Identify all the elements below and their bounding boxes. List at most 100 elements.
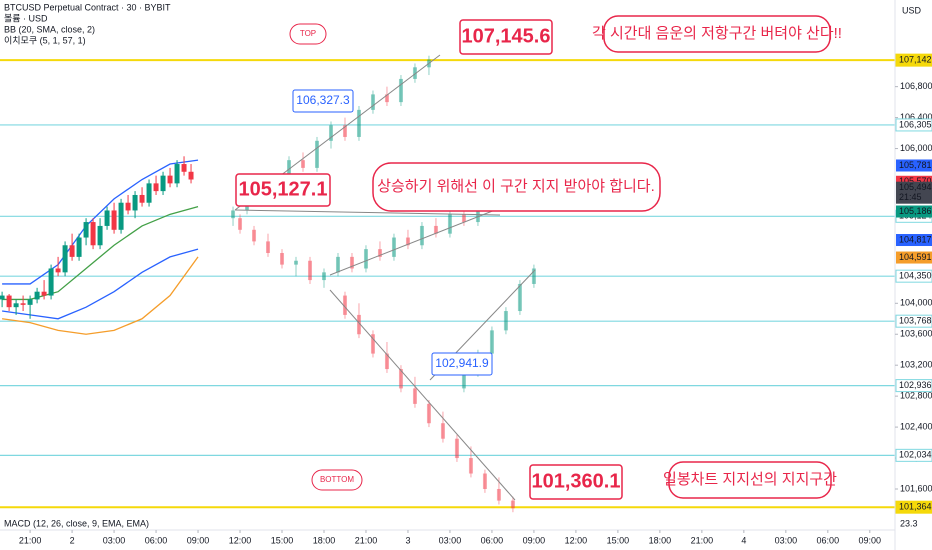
y-tick-label: 104,000.0 [900, 298, 932, 308]
price-badge-label: 105,570.6 [899, 176, 932, 186]
candle-body [398, 369, 403, 389]
price-badge-label: 105,494.1 [899, 182, 932, 192]
note-box [372, 162, 661, 212]
price-badge-label: 104,591.4 [899, 252, 932, 262]
legend-line: 볼륨 · USD [4, 13, 48, 23]
x-tick-label: 03:00 [103, 535, 126, 545]
candle-body [433, 225, 438, 234]
level-label: 102,034.9 [899, 450, 932, 460]
trend-line [234, 209, 501, 216]
candle-body [496, 488, 501, 501]
legend-line: 이치모쿠 (5, 1, 57, 1) [4, 34, 86, 45]
x-tick-label: 21:00 [355, 535, 378, 545]
candle-body [377, 249, 382, 257]
candle-body [384, 94, 389, 103]
candle-body [104, 210, 110, 226]
candle-body [111, 210, 117, 230]
candle-body [363, 249, 368, 269]
price-badge-label: 105,781.1 [899, 160, 932, 170]
candle-body [231, 210, 236, 219]
x-tick-label: 2 [70, 535, 75, 545]
candle-body [489, 330, 494, 354]
candle-body [328, 125, 333, 141]
indicator-line [2, 256, 199, 335]
candle-body [76, 237, 82, 257]
price-badge [896, 251, 932, 264]
level-label: 104,350.6 [899, 271, 932, 281]
candle-body [356, 109, 361, 137]
candle-body [13, 303, 19, 308]
level-label: 102,936.2 [899, 380, 932, 390]
candle-body [252, 229, 257, 242]
x-tick-label: 12:00 [229, 535, 252, 545]
candle-body [125, 202, 131, 211]
candle-body [0, 295, 5, 300]
level-badge [895, 314, 932, 328]
candle-body [342, 295, 347, 315]
indicator-line [2, 159, 199, 285]
candle-body [461, 372, 466, 389]
x-tick-label: 09:00 [187, 535, 210, 545]
x-tick-label: 03:00 [439, 535, 462, 545]
candle-body [280, 253, 285, 265]
pane-title: MACD (12, 26, close, 9, EMA, EMA) [4, 518, 149, 528]
level-badge [895, 448, 932, 462]
note: 일봉차트 지지선의 지지구간 [663, 471, 837, 488]
candle-body [90, 222, 96, 246]
x-tick-label: 21:00 [19, 535, 42, 545]
price-callout-box [529, 464, 623, 500]
level-label: 107,142.7 [899, 55, 932, 65]
candle-body [287, 160, 292, 180]
price-badge [896, 159, 932, 172]
candle-body [132, 194, 138, 211]
candle-body [139, 194, 145, 203]
candle-body [426, 403, 431, 424]
price-callout-box [235, 173, 331, 207]
note-box [603, 15, 831, 53]
candle-body [69, 245, 75, 257]
candle-body [517, 283, 522, 312]
y-tick-label: 102,400.0 [900, 421, 932, 431]
candle-body [27, 299, 33, 305]
candle-body [97, 225, 103, 246]
y-tick-label: 106,000.0 [900, 143, 932, 153]
candle-body [510, 500, 515, 509]
x-tick-label: 18:00 [313, 535, 336, 545]
note-box [668, 461, 832, 499]
candle-body [384, 353, 389, 370]
candle-body [349, 256, 354, 269]
candle-body [503, 311, 508, 331]
y-tick-label: 102,800.0 [900, 391, 932, 401]
candle-body [188, 171, 194, 180]
candle-body [468, 458, 473, 474]
x-tick-label: 06:00 [481, 535, 504, 545]
y-tick-label: 103,600.0 [900, 329, 932, 339]
candle-body [447, 214, 452, 234]
candle-body [83, 222, 89, 238]
x-tick-label: 09:00 [859, 535, 882, 545]
countdown: 21:45 [899, 192, 922, 202]
candle-body [41, 291, 47, 296]
candle-body [398, 78, 403, 103]
level-label: 101,364.8 [899, 502, 932, 512]
candle-body [62, 245, 68, 273]
tag-box [311, 469, 363, 491]
candle-body [6, 295, 12, 308]
level-badge [895, 379, 932, 393]
price-callout: 105,127.1 [239, 178, 328, 200]
x-tick-label: 12:00 [565, 535, 588, 545]
candle-body [482, 473, 487, 489]
candle-body [174, 164, 180, 184]
x-tick-label: 03:00 [775, 535, 798, 545]
currency: USD [902, 5, 922, 15]
trend-line [329, 289, 516, 501]
price-axis: 101,600.0102,000.0102,400.0102,800.0103,… [19, 53, 932, 545]
pane-value: 23.3 [900, 518, 918, 528]
trend-line [329, 209, 496, 276]
candle-body [160, 175, 166, 192]
tag-box [289, 23, 327, 45]
candle-body [300, 160, 305, 168]
price-callout-box [459, 19, 553, 55]
candle-body [48, 268, 54, 296]
